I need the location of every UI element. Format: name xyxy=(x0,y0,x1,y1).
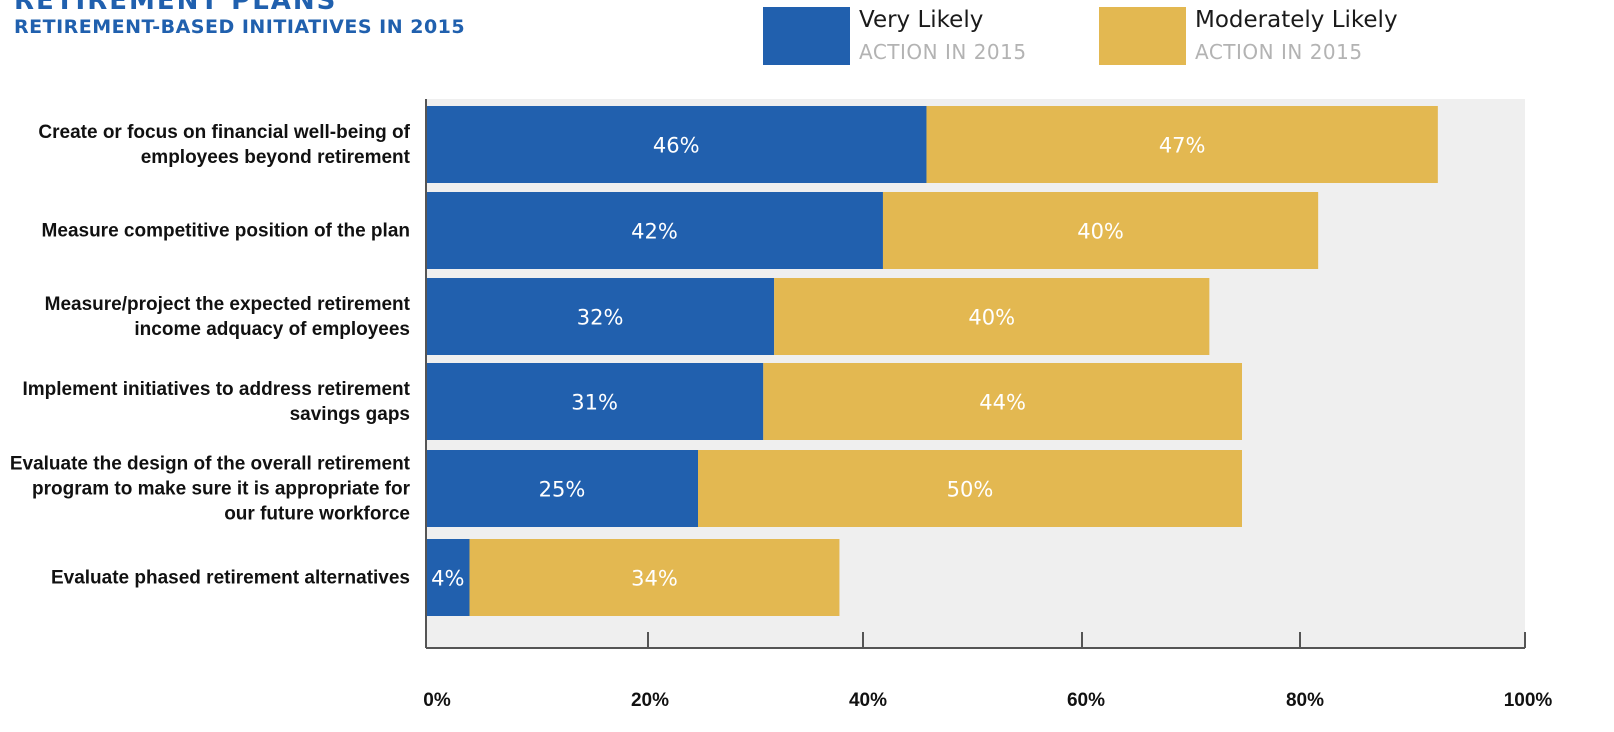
data-label-moderately-likely: 40% xyxy=(968,306,1015,330)
bar-moderately-likely xyxy=(698,450,1242,527)
bar-moderately-likely xyxy=(926,106,1438,183)
category-label: Measure competitive position of the plan xyxy=(42,221,410,242)
x-tick-label: 60% xyxy=(1067,690,1105,711)
data-label-moderately-likely: 47% xyxy=(1159,134,1206,158)
category-label: Implement initiatives to address retirem… xyxy=(22,379,410,400)
data-label-moderately-likely: 40% xyxy=(1077,220,1124,244)
legend-note-moderately-likely: ACTION IN 2015 xyxy=(1195,40,1363,64)
chart-subtitle: RETIREMENT-BASED INITIATIVES IN 2015 xyxy=(14,16,466,38)
x-tick-label: 40% xyxy=(849,690,887,711)
bar-very-likely xyxy=(426,539,470,616)
bar-very-likely xyxy=(426,363,764,440)
bar-very-likely xyxy=(426,106,927,183)
bar-very-likely xyxy=(426,278,775,355)
bar-moderately-likely xyxy=(882,192,1319,269)
data-label-very-likely: 25% xyxy=(539,478,586,502)
bar-very-likely xyxy=(426,450,698,527)
category-label: savings gaps xyxy=(290,404,410,425)
data-label-very-likely: 42% xyxy=(631,220,678,244)
legend-swatch-very-likely xyxy=(763,7,850,65)
data-label-very-likely: 32% xyxy=(577,306,624,330)
x-tick-label: 20% xyxy=(631,690,669,711)
bar-moderately-likely xyxy=(469,539,840,616)
bar-moderately-likely xyxy=(763,363,1242,440)
category-label: employees beyond retirement xyxy=(141,147,411,168)
data-label-moderately-likely: 34% xyxy=(631,567,678,591)
category-label: Evaluate the design of the overall retir… xyxy=(10,454,411,475)
x-tick-label: 80% xyxy=(1286,690,1324,711)
x-tick-label: 0% xyxy=(423,690,451,711)
legend-swatch-moderately-likely xyxy=(1099,7,1186,65)
category-label: Create or focus on financial well-being … xyxy=(38,122,410,143)
data-label-very-likely: 4% xyxy=(431,567,464,591)
category-label: Measure/project the expected retirement xyxy=(45,294,411,315)
category-label: our future workforce xyxy=(224,504,410,525)
data-label-moderately-likely: 50% xyxy=(947,478,994,502)
chart-title: RETIREMENT PLANS xyxy=(14,0,338,16)
data-label-very-likely: 31% xyxy=(571,391,618,415)
legend-label-moderately-likely: Moderately Likely xyxy=(1195,7,1398,33)
category-label: program to make sure it is appropriate f… xyxy=(32,479,411,500)
category-label: income adquacy of employees xyxy=(134,319,410,340)
category-label: Evaluate phased retirement alternatives xyxy=(51,568,410,589)
legend-note-very-likely: ACTION IN 2015 xyxy=(859,40,1027,64)
bar-very-likely xyxy=(426,192,883,269)
legend-label-very-likely: Very Likely xyxy=(859,7,984,33)
bar-moderately-likely xyxy=(774,278,1210,355)
x-tick-label: 100% xyxy=(1504,690,1553,711)
data-label-very-likely: 46% xyxy=(653,134,700,158)
data-label-moderately-likely: 44% xyxy=(979,391,1026,415)
